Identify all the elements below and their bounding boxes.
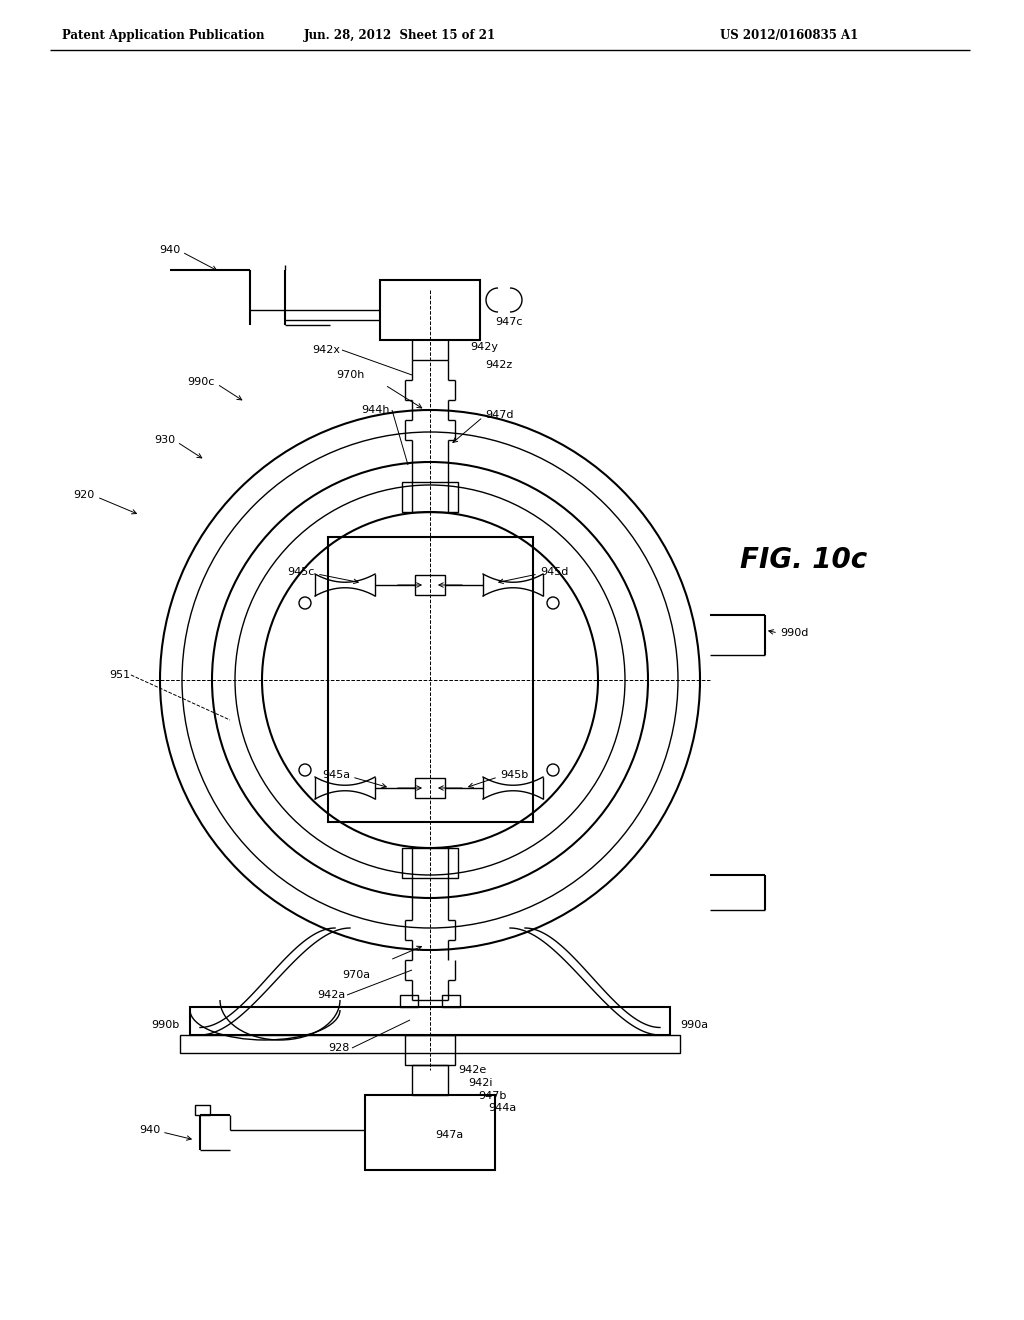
Text: 945b: 945b [500, 770, 528, 780]
Bar [190, 1007, 670, 1035]
Bar [415, 576, 445, 595]
Text: Patent Application Publication: Patent Application Publication [62, 29, 264, 41]
Bar [195, 1105, 210, 1115]
Text: 944a: 944a [488, 1104, 516, 1113]
Text: 930: 930 [154, 436, 175, 445]
Text: 947a: 947a [435, 1130, 463, 1140]
Text: 940: 940 [159, 246, 180, 255]
Bar [402, 847, 458, 878]
Text: US 2012/0160835 A1: US 2012/0160835 A1 [720, 29, 858, 41]
Text: 920: 920 [74, 490, 95, 500]
Bar [412, 1065, 449, 1096]
Bar [365, 1096, 495, 1170]
Bar [442, 995, 460, 1007]
Text: 945d: 945d [540, 568, 568, 577]
Text: 942i: 942i [468, 1078, 493, 1088]
Text: 944h: 944h [361, 405, 390, 414]
Text: 947d: 947d [485, 411, 513, 420]
Text: 942e: 942e [458, 1065, 486, 1074]
Text: 947b: 947b [478, 1092, 507, 1101]
Text: 990c: 990c [187, 378, 215, 387]
Text: 990b: 990b [152, 1020, 180, 1030]
Text: 940: 940 [138, 1125, 160, 1135]
Text: 942a: 942a [316, 990, 345, 1001]
Text: 928: 928 [329, 1043, 350, 1053]
Text: Jun. 28, 2012  Sheet 15 of 21: Jun. 28, 2012 Sheet 15 of 21 [304, 29, 496, 41]
Text: 990d: 990d [780, 628, 808, 638]
Text: 970a: 970a [342, 970, 370, 979]
Text: 942z: 942z [485, 360, 512, 370]
Text: 945c: 945c [288, 568, 315, 577]
Bar [380, 280, 480, 341]
Text: 947c: 947c [495, 317, 522, 327]
Text: 951: 951 [109, 671, 130, 680]
Bar [180, 1035, 680, 1053]
Text: 990a: 990a [680, 1020, 709, 1030]
Bar [415, 777, 445, 799]
Text: 942y: 942y [470, 342, 498, 352]
Text: 945a: 945a [322, 770, 350, 780]
Bar [400, 995, 418, 1007]
Bar [328, 537, 534, 822]
Text: FIG. 10c: FIG. 10c [740, 546, 867, 574]
Bar [402, 482, 458, 512]
Text: 970h: 970h [337, 370, 365, 380]
Text: 942x: 942x [312, 345, 340, 355]
Bar [406, 1035, 455, 1065]
